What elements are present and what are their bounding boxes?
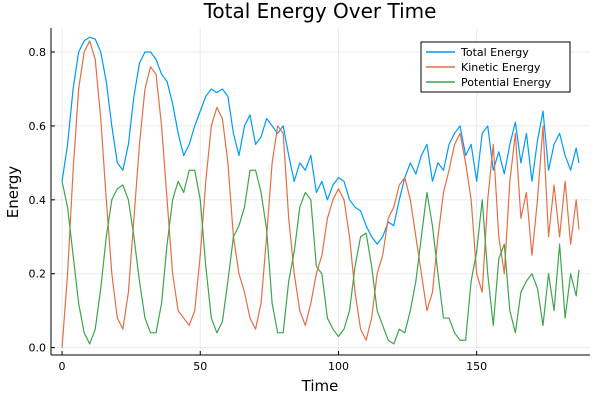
x-tick-label: 50 xyxy=(193,360,207,373)
axes xyxy=(50,28,590,356)
y-tick-label: 0.2 xyxy=(29,268,47,281)
x-tick-label: 150 xyxy=(466,360,487,373)
y-tick-label: 0.6 xyxy=(29,120,47,133)
legend-label: Kinetic Energy xyxy=(461,61,541,74)
y-tick-label: 0.4 xyxy=(29,194,47,207)
x-tick-label: 100 xyxy=(328,360,349,373)
x-axis-title: Time xyxy=(301,377,339,395)
x-ticks: 0 50 100 150 xyxy=(59,351,487,373)
chart-title: Total Energy Over Time xyxy=(203,0,437,23)
legend-label: Total Energy xyxy=(460,46,529,59)
legend-label: Potential Energy xyxy=(461,76,552,89)
y-tick-label: 0.0 xyxy=(29,342,47,355)
legend: Total Energy Kinetic Energy Potential Ener… xyxy=(420,41,571,93)
series-line-potential-energy xyxy=(61,169,580,345)
x-tick-label: 0 xyxy=(59,360,66,373)
y-tick-label: 0.8 xyxy=(29,46,47,59)
series-line-total-energy xyxy=(61,36,580,245)
series-line-kinetic-energy xyxy=(61,40,580,348)
series-lines xyxy=(61,36,580,348)
y-axis-title: Energy xyxy=(4,166,22,219)
y-ticks: 0.0 0.2 0.4 0.6 0.8 xyxy=(29,46,55,355)
